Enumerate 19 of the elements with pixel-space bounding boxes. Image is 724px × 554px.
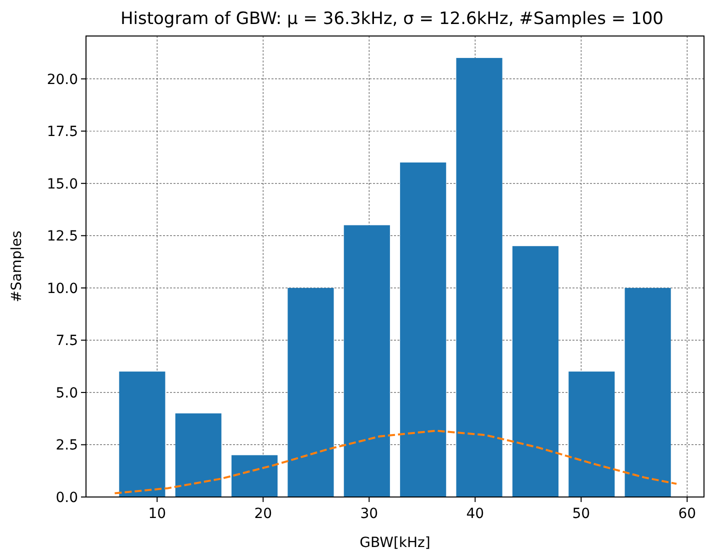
x-tick-label: 10 (148, 506, 166, 522)
x-axis-title: GBW[kHz] (360, 535, 430, 551)
x-tick-label: 40 (466, 506, 484, 522)
y-tick-label: 0.0 (56, 490, 78, 506)
y-tick-label: 12.5 (46, 228, 78, 245)
y-tick-label: 20.0 (46, 72, 78, 88)
line-series (114, 430, 678, 494)
x-tick-label: 30 (360, 506, 378, 522)
y-tick-label: 2.5 (56, 438, 78, 454)
y-tick-label: 10.0 (46, 280, 78, 297)
y-tick-label: 17.5 (46, 124, 78, 140)
x-tick-label: 50 (572, 506, 590, 522)
y-tick-label: 15.0 (46, 176, 78, 192)
y-tick-label: 7.5 (56, 333, 78, 350)
x-tick-label: 60 (678, 506, 696, 522)
y-axis-title: #Samples (9, 230, 25, 302)
chart-title: Histogram of GBW: μ = 36.3kHz, σ = 12.6kHz, #Samples = 100 (120, 9, 664, 29)
x-tick-label: 20 (254, 506, 272, 522)
y-tick-label: 5.0 (56, 385, 78, 402)
